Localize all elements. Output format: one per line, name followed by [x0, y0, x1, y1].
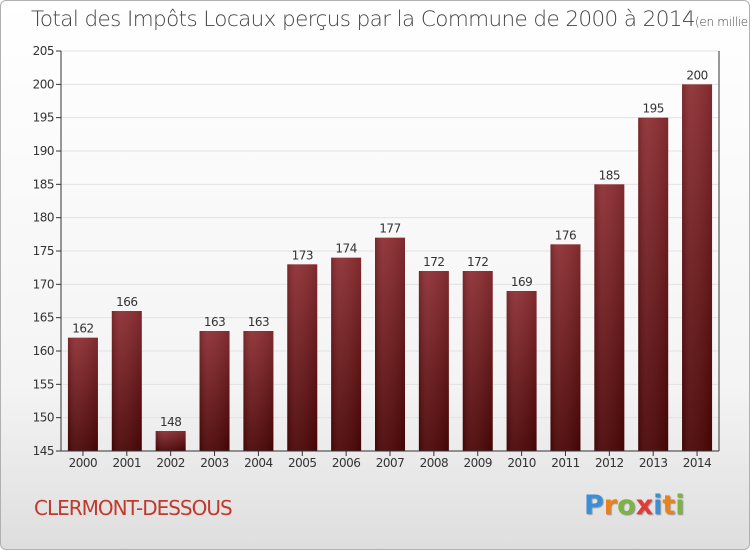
bar-sheen-2010 — [506, 291, 537, 451]
x-tick-label-2005: 2005 — [288, 456, 317, 470]
chart-title-unit: (en milliers d'€) — [695, 15, 749, 29]
y-tick-label-145: 145 — [33, 444, 54, 458]
x-tick-label-2001: 2001 — [113, 456, 142, 470]
value-label-2012: 185 — [599, 168, 620, 182]
x-tick-label-2014: 2014 — [683, 456, 712, 470]
logo-letter: i — [653, 490, 663, 521]
logo-letter: x — [635, 490, 654, 521]
value-label-2004: 163 — [248, 315, 269, 329]
x-tick-label-2004: 2004 — [244, 456, 273, 470]
logo-letter: P — [584, 490, 604, 521]
bar-sheen-2003 — [199, 331, 230, 451]
value-label-2002: 148 — [160, 415, 181, 429]
bars — [67, 84, 713, 452]
bar-sheen-2011 — [550, 244, 581, 451]
logo-letter: r — [603, 490, 618, 521]
x-tick-label-2002: 2002 — [156, 456, 185, 470]
value-label-2011: 176 — [555, 228, 576, 242]
x-tick-label-2007: 2007 — [376, 456, 405, 470]
y-tick-label-150: 150 — [33, 411, 54, 425]
y-tick-label-185: 185 — [33, 177, 54, 191]
bar-sheen-2008 — [418, 271, 449, 451]
x-tick-label-2010: 2010 — [507, 456, 536, 470]
value-label-2008: 172 — [423, 255, 444, 269]
value-label-2010: 169 — [511, 275, 532, 289]
bar-sheen-2005 — [287, 264, 318, 451]
x-tick-label-2000: 2000 — [69, 456, 98, 470]
x-tick-label-2008: 2008 — [420, 456, 449, 470]
bar-sheen-2014 — [682, 84, 713, 451]
y-tick-label-190: 190 — [33, 144, 54, 158]
bar-sheen-2001 — [111, 311, 142, 451]
x-tick-label-2003: 2003 — [200, 456, 229, 470]
axes — [56, 50, 720, 456]
bar-sheen-2009 — [462, 271, 493, 451]
y-tick-label-195: 195 — [33, 111, 54, 125]
logo-letter: t — [662, 490, 676, 521]
value-label-2007: 177 — [379, 222, 400, 236]
y-tick-label-160: 160 — [33, 344, 54, 358]
y-tick-label-165: 165 — [33, 311, 54, 325]
bar-sheen-2002 — [155, 431, 186, 451]
labels: 145 150 155 160 165 170 175 180 185 190 195 200 205 1… — [33, 44, 712, 470]
value-label-2000: 162 — [72, 322, 93, 336]
bar-sheen-2012 — [594, 184, 625, 452]
value-label-2009: 172 — [467, 255, 488, 269]
value-label-2006: 174 — [335, 242, 356, 256]
logo-letter: o — [617, 490, 636, 521]
chart-title-text: Total des Impôts Locaux perçus par la Co… — [31, 7, 696, 32]
bar-sheen-2004 — [243, 331, 274, 451]
x-tick-label-2009: 2009 — [463, 456, 492, 470]
y-tick-label-205: 205 — [33, 44, 54, 58]
value-label-2003: 163 — [204, 315, 225, 329]
commune-name: CLERMONT-DESSOUS — [34, 496, 233, 520]
y-tick-label-180: 180 — [33, 211, 54, 225]
bar-sheen-2007 — [375, 237, 405, 451]
proxiti-logo[interactable]: Proxiti — [584, 490, 685, 521]
y-tick-label-170: 170 — [33, 277, 54, 291]
x-tick-label-2012: 2012 — [595, 456, 624, 470]
y-tick-label-155: 155 — [33, 377, 54, 391]
chart-title: Total des Impôts Locaux perçus par la Co… — [31, 7, 749, 32]
bar-sheen-2013 — [638, 117, 669, 452]
value-label-2005: 173 — [292, 248, 313, 262]
x-tick-label-2011: 2011 — [551, 456, 580, 470]
bar-sheen-2000 — [67, 337, 98, 451]
value-label-2013: 195 — [642, 102, 663, 116]
value-label-2001: 166 — [116, 295, 137, 309]
y-tick-label-175: 175 — [33, 244, 54, 258]
bar-sheen-2006 — [331, 257, 362, 451]
y-tick-label-200: 200 — [33, 77, 54, 91]
logo-letter: i — [675, 490, 685, 521]
x-tick-label-2013: 2013 — [639, 456, 668, 470]
value-label-2014: 200 — [686, 68, 707, 82]
x-tick-label-2006: 2006 — [332, 456, 361, 470]
